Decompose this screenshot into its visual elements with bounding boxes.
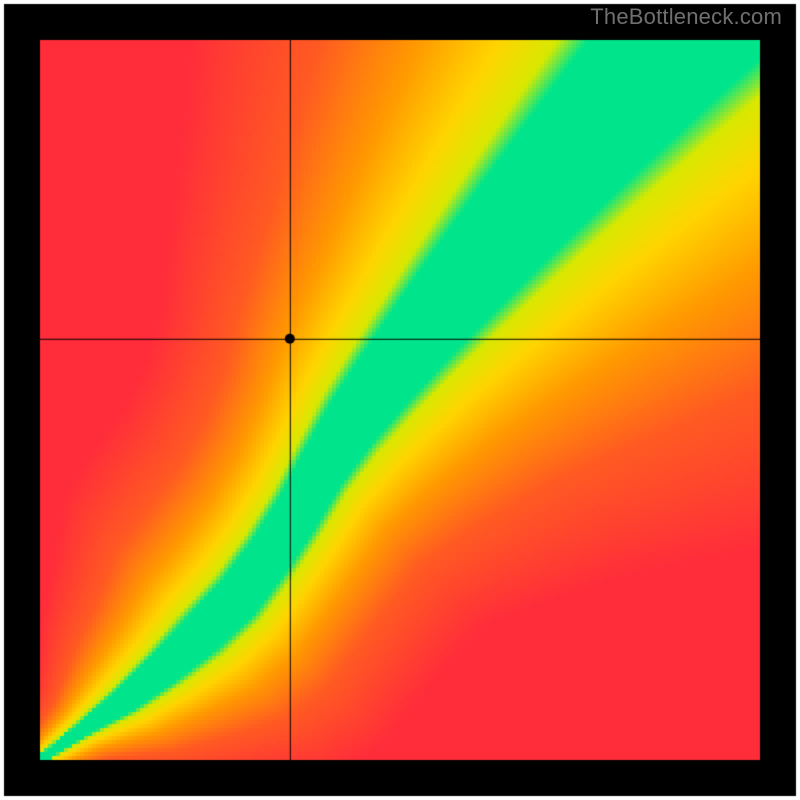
heatmap-plot [0,0,800,800]
chart-container: TheBottleneck.com [0,0,800,800]
watermark-text: TheBottleneck.com [590,4,782,30]
